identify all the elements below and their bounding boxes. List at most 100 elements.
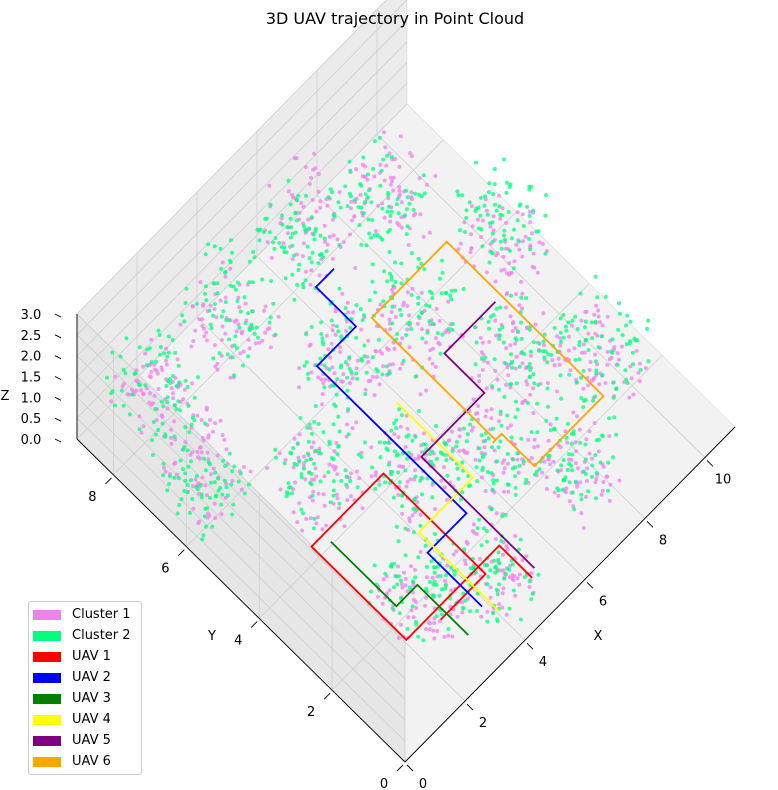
point: [594, 496, 598, 501]
point: [232, 373, 237, 378]
point: [309, 175, 313, 180]
point: [362, 354, 367, 359]
point: [528, 220, 533, 225]
point: [337, 286, 342, 291]
point: [191, 506, 196, 511]
point: [502, 237, 507, 242]
point: [494, 587, 499, 592]
point: [309, 445, 314, 450]
point: [566, 320, 571, 325]
point: [198, 456, 202, 461]
point: [390, 304, 395, 309]
point: [501, 254, 506, 259]
point: [394, 524, 399, 529]
point: [372, 233, 377, 238]
point: [323, 377, 327, 382]
point: [341, 240, 346, 245]
point: [292, 253, 296, 258]
point: [321, 342, 326, 347]
point: [198, 482, 203, 487]
point: [498, 239, 503, 244]
point: [137, 427, 142, 432]
point: [143, 351, 148, 356]
point: [483, 438, 488, 443]
point: [497, 561, 502, 566]
y-tick: [250, 621, 258, 628]
point: [567, 372, 572, 377]
point: [512, 259, 517, 264]
point: [504, 292, 509, 297]
point: [506, 482, 511, 487]
point: [273, 332, 278, 337]
point: [401, 464, 406, 469]
point: [360, 318, 365, 323]
point: [479, 475, 484, 480]
y-tick-label: 6: [161, 562, 169, 577]
point: [446, 299, 451, 304]
point: [442, 634, 447, 639]
point: [501, 233, 506, 238]
point: [339, 334, 344, 339]
point: [565, 421, 570, 426]
point: [465, 541, 470, 546]
point: [385, 279, 390, 284]
point: [320, 402, 325, 407]
point: [531, 411, 536, 415]
point: [338, 350, 343, 354]
point: [276, 314, 281, 319]
point: [331, 422, 336, 427]
point: [530, 591, 535, 596]
point: [316, 375, 321, 380]
point: [264, 216, 269, 221]
point: [316, 449, 321, 454]
point: [417, 192, 422, 197]
point: [219, 266, 224, 271]
point: [317, 273, 322, 278]
point: [601, 480, 606, 484]
point: [545, 386, 550, 391]
point: [575, 327, 580, 331]
point: [585, 466, 590, 471]
point: [370, 355, 375, 360]
y-tick: [323, 692, 331, 700]
point: [480, 468, 485, 473]
point: [529, 353, 533, 358]
point: [389, 209, 394, 214]
point: [388, 175, 393, 180]
point: [203, 524, 208, 529]
point: [374, 375, 379, 380]
point: [404, 232, 409, 237]
point: [563, 475, 568, 480]
point: [444, 290, 448, 295]
point: [195, 487, 200, 492]
point: [373, 229, 378, 234]
point: [199, 450, 204, 455]
point: [484, 408, 489, 413]
point: [236, 322, 241, 327]
point: [411, 583, 416, 587]
point: [297, 262, 302, 267]
point: [110, 350, 115, 355]
point: [525, 325, 529, 330]
point: [362, 343, 367, 348]
legend-label: UAV 2: [72, 670, 111, 685]
point: [162, 465, 166, 470]
point: [499, 246, 504, 251]
point: [392, 421, 396, 426]
point: [499, 423, 504, 428]
point: [203, 252, 208, 257]
point: [207, 513, 212, 518]
point: [404, 434, 409, 439]
point: [181, 397, 186, 402]
point: [435, 629, 440, 633]
point: [221, 309, 226, 314]
point: [434, 306, 439, 311]
point: [631, 392, 636, 397]
point: [302, 363, 307, 368]
point: [213, 343, 217, 348]
point: [336, 414, 341, 419]
point: [604, 474, 609, 479]
point: [165, 395, 170, 400]
point: [191, 339, 196, 343]
point: [552, 490, 557, 495]
